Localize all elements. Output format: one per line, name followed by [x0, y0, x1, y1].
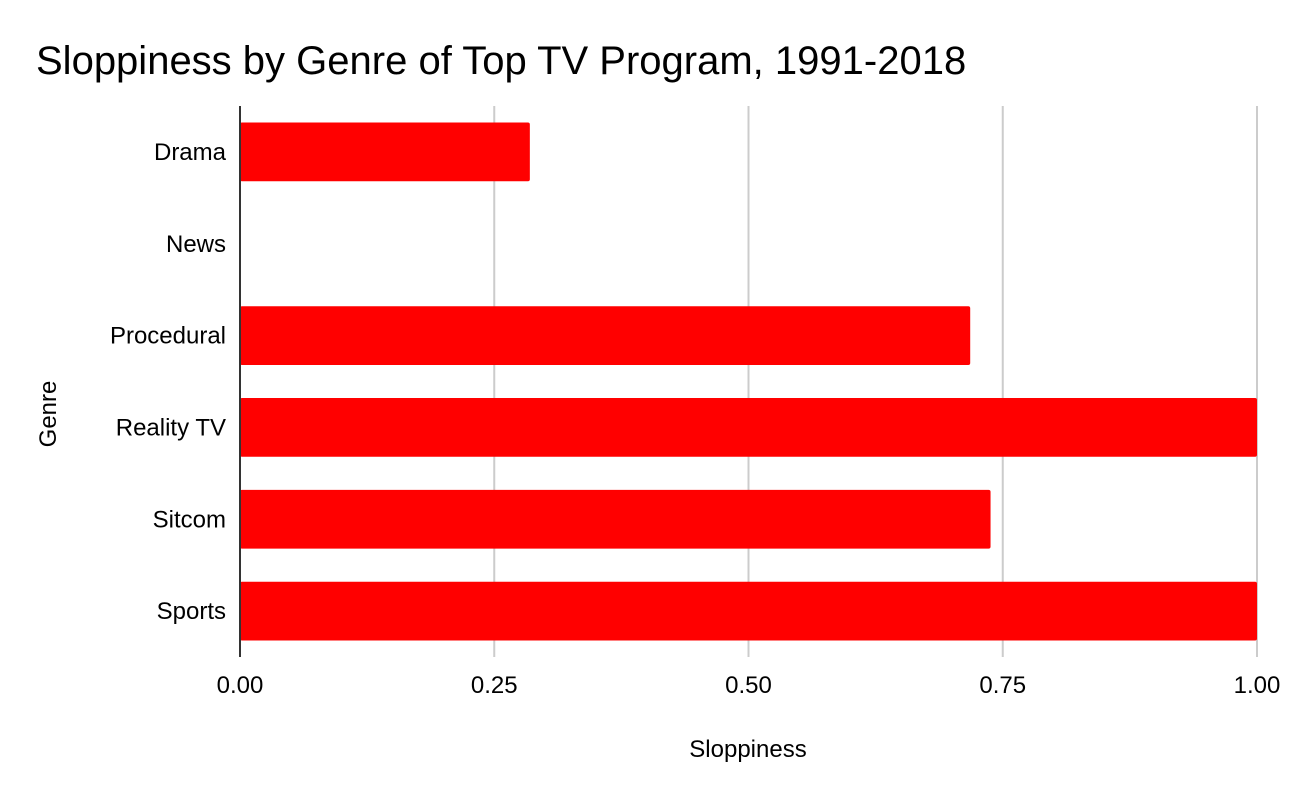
bar-sports	[240, 581, 1257, 641]
bars	[240, 122, 1257, 641]
x-tick-label: 1.00	[1234, 672, 1281, 699]
bar-sitcom	[240, 489, 991, 549]
y-tick-label: Drama	[154, 139, 227, 166]
x-tick-label: 0.00	[217, 672, 264, 699]
y-tick-label: Sports	[157, 598, 226, 625]
x-tick-label: 0.75	[979, 672, 1026, 699]
y-tick-label: Procedural	[110, 323, 226, 350]
bar-procedural	[240, 306, 971, 365]
bar-drama	[240, 122, 530, 182]
bar-reality-tv	[240, 398, 1257, 457]
y-tick-label: News	[166, 231, 226, 258]
y-axis-title: Genre	[35, 381, 62, 448]
gridlines	[493, 106, 1258, 657]
y-tick-label: Reality TV	[116, 414, 226, 441]
x-tick-label: 0.25	[471, 672, 518, 699]
y-tick-label: Sitcom	[153, 506, 226, 533]
y-axis-tick-labels: Drama News Procedural Reality TV Sitcom Sport…	[110, 139, 227, 625]
chart-title: Sloppiness by Genre of Top TV Program, 1…	[36, 39, 966, 83]
x-axis-tick-labels: 0.00 0.25 0.50 0.75 1.00	[217, 672, 1281, 699]
x-axis-title: Sloppiness	[689, 736, 806, 763]
x-tick-label: 0.50	[725, 672, 772, 699]
